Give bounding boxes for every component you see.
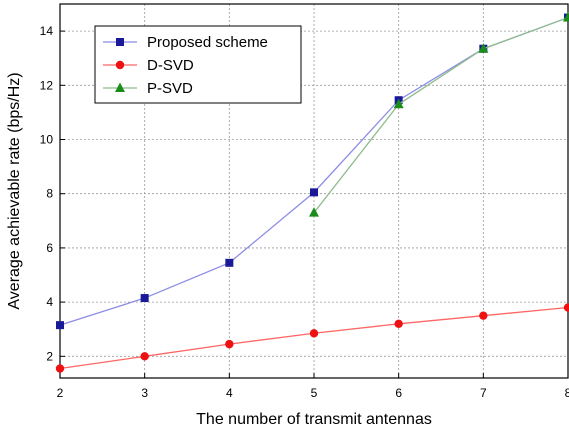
- data-point: [309, 207, 319, 217]
- data-point: [225, 339, 234, 349]
- x-axis-title: The number of transmit antennas: [196, 411, 432, 428]
- x-tick-label: 2: [57, 386, 64, 400]
- x-tick-label: 3: [141, 386, 148, 400]
- y-tick-label: 14: [40, 24, 54, 38]
- y-tick-label: 4: [46, 295, 53, 309]
- y-tick-label: 10: [40, 133, 54, 147]
- legend-label: P-SVD: [147, 80, 193, 97]
- data-point: [563, 12, 569, 22]
- legend-label: D-SVD: [147, 57, 194, 74]
- series-layer: [55, 12, 569, 373]
- data-point: [140, 294, 149, 303]
- series-line: [313, 16, 569, 214]
- series-2: [309, 12, 569, 217]
- legend: Proposed scheme D-SVD P-SVD: [94, 25, 302, 104]
- y-tick-label: 6: [46, 241, 53, 255]
- legend-item: P-SVD: [103, 80, 193, 97]
- data-point: [394, 319, 403, 328]
- x-tick-label: 7: [480, 386, 487, 400]
- data-point: [56, 321, 64, 330]
- data-point: [479, 311, 488, 320]
- legend-item: D-SVD: [103, 57, 194, 74]
- legend-item: Proposed scheme: [103, 34, 268, 51]
- x-tick-label: 8: [565, 386, 569, 400]
- x-tick-label: 6: [395, 386, 402, 400]
- legend-marker: [115, 60, 125, 70]
- data-point: [140, 352, 149, 361]
- x-tick-label: 5: [311, 386, 318, 400]
- x-tick-label: 4: [226, 386, 233, 400]
- y-tick-label: 12: [40, 78, 54, 92]
- y-tick-label: 8: [46, 187, 53, 201]
- data-point: [55, 364, 65, 373]
- y-tick-label: 2: [46, 349, 53, 363]
- ticks-layer: 2 3 4 5 6 7 8 2 4 6 8 10 12 14: [40, 24, 569, 400]
- series-1: [55, 303, 569, 373]
- legend-marker: [116, 38, 124, 46]
- data-point: [310, 188, 318, 197]
- data-point: [309, 329, 319, 338]
- data-point: [225, 258, 234, 267]
- y-axis-title: Average achievable rate (bps/Hz): [6, 72, 23, 309]
- legend-marker: [115, 82, 125, 92]
- data-point: [478, 43, 489, 53]
- data-point: [393, 98, 404, 109]
- legend-label: Proposed scheme: [147, 34, 268, 51]
- data-point: [563, 303, 569, 312]
